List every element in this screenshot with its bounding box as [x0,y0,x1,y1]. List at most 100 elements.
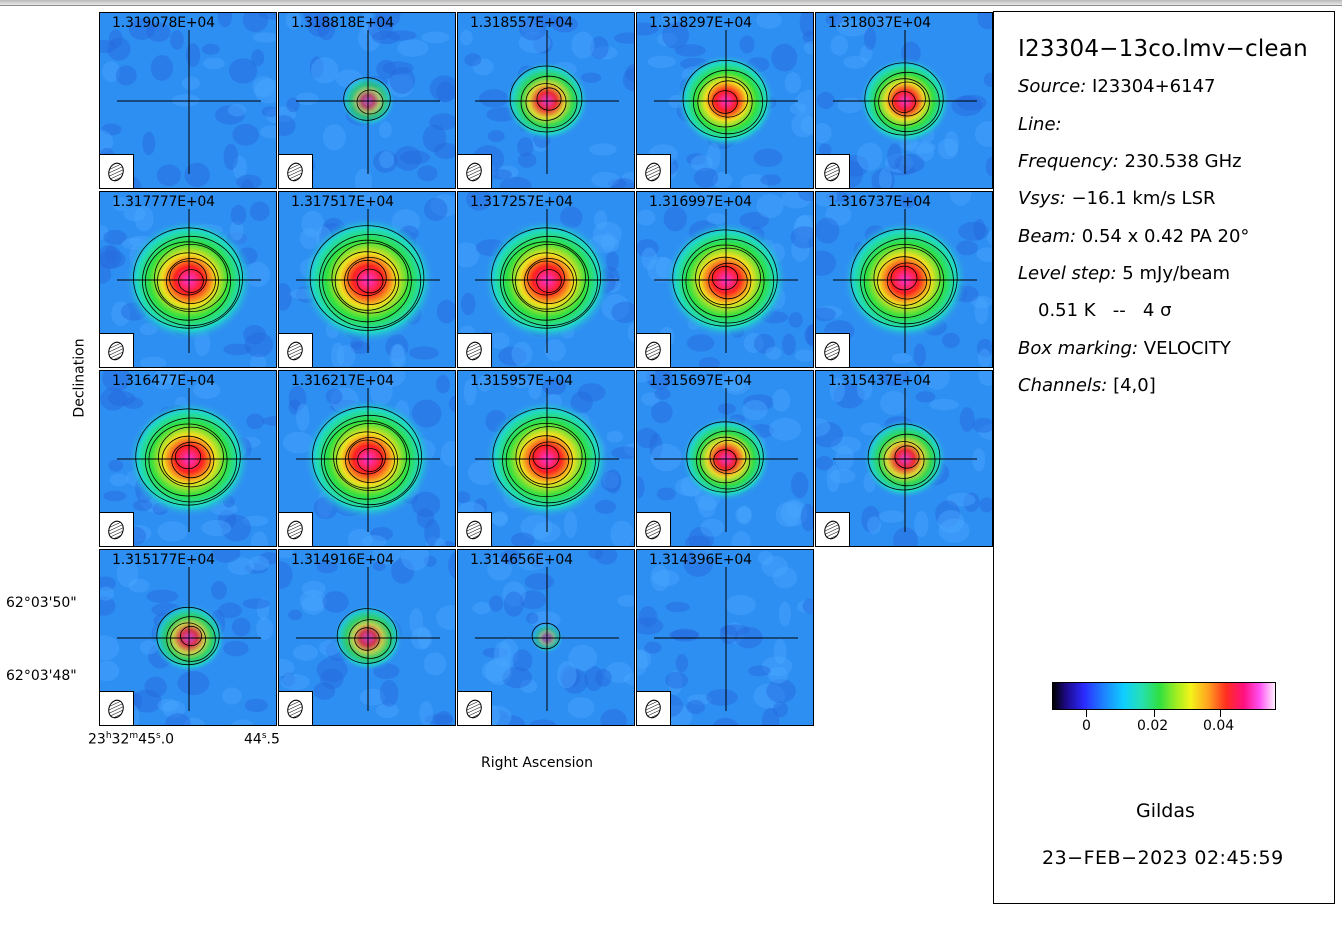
beam-ellipse [466,699,482,719]
beam-ellipse [287,699,303,719]
channel-panel: 1.315697E+04 [636,370,814,547]
beam-icon [637,691,671,725]
beam-ellipse [824,341,840,361]
beam-icon [279,154,313,188]
channel-velocity-label: 1.316997E+04 [649,194,752,210]
y-tick-label-1: 62°03'50" [6,595,77,611]
colorbar-tick [1220,710,1221,717]
timestamp: 23−FEB−2023 02:45:59 [1042,847,1284,869]
box-marking-row: Box marking: VELOCITY [1018,338,1231,359]
channel-velocity-label: 1.318818E+04 [291,15,394,31]
beam-ellipse [645,341,661,361]
beam-ellipse [108,520,124,540]
channel-velocity-label: 1.318297E+04 [649,15,752,31]
channel-panel: 1.318037E+04 [815,12,993,189]
channel-panel: 1.314656E+04 [457,549,635,726]
beam-icon [279,333,313,367]
channel-velocity-label: 1.315177E+04 [112,552,215,568]
channel-velocity-label: 1.314916E+04 [291,552,394,568]
beam-ellipse [287,341,303,361]
channel-panel: 1.318297E+04 [636,12,814,189]
channel-map [100,371,276,546]
beam-ellipse [287,162,303,182]
channel-panel: 1.315957E+04 [457,370,635,547]
source-row: Source: I23304+6147 [1018,76,1216,97]
channel-map-grid: 1.319078E+04 1.318818E+04 1.318557E+04 1.31… [99,12,994,726]
beam-ellipse [108,341,124,361]
channel-panel: 1.316997E+04 [636,191,814,368]
vsys-row: Vsys: −16.1 km/s LSR [1018,188,1216,209]
channel-velocity-label: 1.317517E+04 [291,194,394,210]
colorbar-label-0: 0 [1082,718,1091,734]
beam-icon [816,333,850,367]
beam-icon [458,154,492,188]
channel-panel: 1.318818E+04 [278,12,456,189]
y-axis-label: Declination [71,338,88,418]
channel-map [637,371,813,546]
channel-panel: 1.317517E+04 [278,191,456,368]
channel-panel: 1.318557E+04 [457,12,635,189]
colorbar-label-2: 0.04 [1203,718,1235,734]
beam-ellipse [287,520,303,540]
beam-icon [100,333,134,367]
software-name: Gildas [1136,800,1195,822]
channel-velocity-label: 1.314396E+04 [649,552,752,568]
channel-panel: 1.317777E+04 [99,191,277,368]
beam-ellipse [108,699,124,719]
y-tick-label-2: 62°03'48" [6,668,77,684]
colorbar-label-1: 0.02 [1137,718,1169,734]
channel-map [816,371,992,546]
beam-ellipse [466,162,482,182]
channel-panel: 1.315437E+04 [815,370,993,547]
channel-velocity-label: 1.315437E+04 [828,373,931,389]
beam-ellipse [466,520,482,540]
beam-icon [637,333,671,367]
channel-panel: 1.317257E+04 [457,191,635,368]
beam-ellipse [108,162,124,182]
channel-map [279,371,455,546]
beam-icon [458,691,492,725]
beam-icon [100,512,134,546]
channel-velocity-label: 1.318037E+04 [828,15,931,31]
channel-velocity-label: 1.314656E+04 [470,552,573,568]
channel-panel: 1.316477E+04 [99,370,277,547]
channel-panel: 1.319078E+04 [99,12,277,189]
channel-velocity-label: 1.317777E+04 [112,194,215,210]
channel-velocity-label: 1.315957E+04 [470,373,573,389]
beam-row: Beam: 0.54 x 0.42 PA 20° [1018,226,1250,247]
channel-velocity-label: 1.318557E+04 [470,15,573,31]
level-step-conversion: 0.51 K -- 4 σ [1038,300,1172,321]
beam-icon [458,333,492,367]
colorbar [1052,682,1276,710]
beam-icon [279,512,313,546]
beam-icon [100,691,134,725]
x-axis-label: Right Ascension [481,755,593,771]
header-info-panel: I23304−13co.lmv−clean Source: I23304+614… [993,11,1335,904]
beam-icon [816,512,850,546]
window-top-edge [0,0,1342,6]
channel-panel: 1.316217E+04 [278,370,456,547]
level-step-row: Level step: 5 mJy/beam [1018,263,1231,284]
channel-velocity-label: 1.315697E+04 [649,373,752,389]
channel-velocity-label: 1.316737E+04 [828,194,931,210]
x-tick-label-right: 44s.5 [244,731,280,748]
channel-velocity-label: 1.319078E+04 [112,15,215,31]
beam-icon [637,154,671,188]
frequency-row: Frequency: 230.538 GHz [1018,151,1242,172]
beam-ellipse [645,520,661,540]
beam-ellipse [645,699,661,719]
channel-panel: 1.315177E+04 [99,549,277,726]
beam-icon [279,691,313,725]
channel-panel: 1.314916E+04 [278,549,456,726]
beam-ellipse [645,162,661,182]
beam-icon [816,154,850,188]
colorbar-tick [1154,710,1155,717]
channel-velocity-label: 1.317257E+04 [470,194,573,210]
beam-icon [100,154,134,188]
channel-velocity-label: 1.316217E+04 [291,373,394,389]
channel-velocity-label: 1.316477E+04 [112,373,215,389]
channel-panel: 1.316737E+04 [815,191,993,368]
colorbar-tick [1086,710,1087,717]
cube-title: I23304−13co.lmv−clean [1018,36,1308,62]
beam-ellipse [824,520,840,540]
